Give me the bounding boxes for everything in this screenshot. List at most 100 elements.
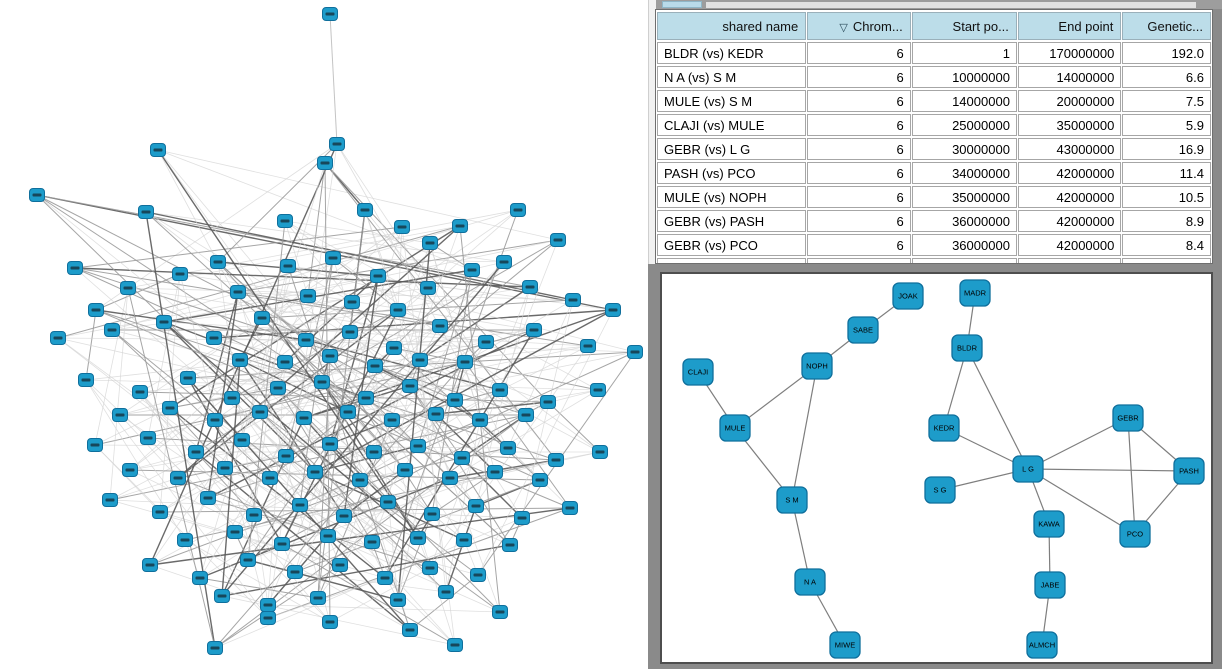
network-node[interactable] xyxy=(410,439,426,453)
table-cell[interactable]: PASH (vs) PCO xyxy=(657,162,807,184)
table-cell[interactable]: 42000000 xyxy=(1017,258,1122,263)
network-node[interactable] xyxy=(152,505,168,519)
subnetwork-node-gebr[interactable]: GEBR xyxy=(1112,404,1144,432)
table-cell[interactable]: 30000000 xyxy=(911,138,1017,160)
network-node[interactable] xyxy=(422,561,438,575)
subnetwork-node-madr[interactable]: MADR xyxy=(959,279,991,307)
subnetwork-node-n-a[interactable]: N A xyxy=(794,568,826,596)
network-node[interactable] xyxy=(210,255,226,269)
network-node[interactable] xyxy=(260,611,276,625)
network-node[interactable] xyxy=(548,453,564,467)
network-node[interactable] xyxy=(590,383,606,397)
table-cell[interactable]: 36000000 xyxy=(911,210,1017,232)
network-node[interactable] xyxy=(592,445,608,459)
network-node[interactable] xyxy=(342,325,358,339)
network-node[interactable] xyxy=(367,359,383,373)
network-node[interactable] xyxy=(180,371,196,385)
network-node[interactable] xyxy=(377,571,393,585)
network-node[interactable] xyxy=(470,568,486,582)
table-cell[interactable]: 10000000 xyxy=(911,66,1017,88)
network-node[interactable] xyxy=(292,498,308,512)
network-node[interactable] xyxy=(150,143,166,157)
network-node[interactable] xyxy=(514,511,530,525)
network-node[interactable] xyxy=(232,353,248,367)
network-node[interactable] xyxy=(122,463,138,477)
panel-tab-sliver[interactable] xyxy=(662,1,702,8)
network-node[interactable] xyxy=(322,349,338,363)
network-node[interactable] xyxy=(310,591,326,605)
network-node[interactable] xyxy=(87,438,103,452)
table-cell[interactable]: 42000000 xyxy=(1017,186,1122,208)
column-header-shared-name[interactable]: shared name xyxy=(657,12,807,40)
network-node[interactable] xyxy=(386,341,402,355)
network-node[interactable] xyxy=(278,449,294,463)
subnetwork-node-kawa[interactable]: KAWA xyxy=(1033,510,1065,538)
network-node[interactable] xyxy=(270,381,286,395)
network-node[interactable] xyxy=(336,509,352,523)
table-cell[interactable]: 8.4 xyxy=(1122,234,1211,256)
table-cell[interactable]: MULE (vs) S M xyxy=(657,90,807,112)
network-node[interactable] xyxy=(287,565,303,579)
network-node[interactable] xyxy=(364,535,380,549)
network-node[interactable] xyxy=(487,465,503,479)
network-node[interactable] xyxy=(262,471,278,485)
network-node[interactable] xyxy=(402,623,418,637)
network-node[interactable] xyxy=(298,333,314,347)
table-cell[interactable]: GEBR (vs) L G xyxy=(657,138,807,160)
column-header-end-point[interactable]: End point xyxy=(1017,12,1122,40)
network-node[interactable] xyxy=(627,345,643,359)
network-node[interactable] xyxy=(188,445,204,459)
subnetwork-node-bldr[interactable]: BLDR xyxy=(951,334,983,362)
network-node[interactable] xyxy=(550,233,566,247)
table-cell[interactable]: 6 xyxy=(807,210,911,232)
column-header-start-position[interactable]: Start po... xyxy=(911,12,1017,40)
network-node[interactable] xyxy=(457,355,473,369)
network-node[interactable] xyxy=(500,441,516,455)
table-row[interactable]: GEBR (vs) L G 6 30000000 43000000 16.9 xyxy=(657,138,1211,160)
network-node[interactable] xyxy=(384,413,400,427)
network-node[interactable] xyxy=(102,493,118,507)
table-cell[interactable]: NOPH (vs) S M xyxy=(657,258,807,263)
network-node[interactable] xyxy=(322,615,338,629)
network-node[interactable] xyxy=(478,335,494,349)
subnetwork-canvas[interactable]: JOAK SABE NOPH CLAJI MULE S M N A MIWE MADR BLDR K… xyxy=(662,274,1211,662)
network-node[interactable] xyxy=(402,379,418,393)
table-cell[interactable]: CLAJI (vs) MULE xyxy=(657,114,807,136)
network-node[interactable] xyxy=(510,203,526,217)
network-node[interactable] xyxy=(192,571,208,585)
network-node[interactable] xyxy=(300,289,316,303)
table-cell[interactable]: N A (vs) S M xyxy=(657,66,807,88)
network-node[interactable] xyxy=(322,7,338,21)
table-cell[interactable]: 36000000 xyxy=(911,258,1017,263)
network-node[interactable] xyxy=(234,433,250,447)
network-node[interactable] xyxy=(410,531,426,545)
network-node[interactable] xyxy=(67,261,83,275)
network-node[interactable] xyxy=(329,137,345,151)
network-node[interactable] xyxy=(390,593,406,607)
table-row[interactable]: CLAJI (vs) MULE 6 25000000 35000000 5.9 xyxy=(657,114,1211,136)
subnetwork-node-mule[interactable]: MULE xyxy=(719,414,751,442)
network-node[interactable] xyxy=(172,267,188,281)
network-node[interactable] xyxy=(322,437,338,451)
network-node[interactable] xyxy=(112,408,128,422)
network-node[interactable] xyxy=(252,405,268,419)
table-cell[interactable]: 8.9 xyxy=(1122,210,1211,232)
subnetwork-node-claji[interactable]: CLAJI xyxy=(682,358,714,386)
network-node[interactable] xyxy=(422,236,438,250)
network-node[interactable] xyxy=(317,156,333,170)
network-node[interactable] xyxy=(332,558,348,572)
network-node[interactable] xyxy=(230,285,246,299)
table-cell[interactable]: 43000000 xyxy=(1017,138,1122,160)
network-node[interactable] xyxy=(207,641,223,655)
network-node[interactable] xyxy=(468,499,484,513)
subnetwork-node-joak[interactable]: JOAK xyxy=(892,282,924,310)
network-node[interactable] xyxy=(438,585,454,599)
network-node[interactable] xyxy=(142,558,158,572)
subnetwork-node-kedr[interactable]: KEDR xyxy=(928,414,960,442)
table-cell[interactable]: GEBR (vs) PASH xyxy=(657,210,807,232)
network-node[interactable] xyxy=(277,214,293,228)
table-cell[interactable]: 35000000 xyxy=(1017,114,1122,136)
table-cell[interactable]: 36000000 xyxy=(911,234,1017,256)
network-node[interactable] xyxy=(565,293,581,307)
table-cell[interactable]: 6.6 xyxy=(1122,66,1211,88)
